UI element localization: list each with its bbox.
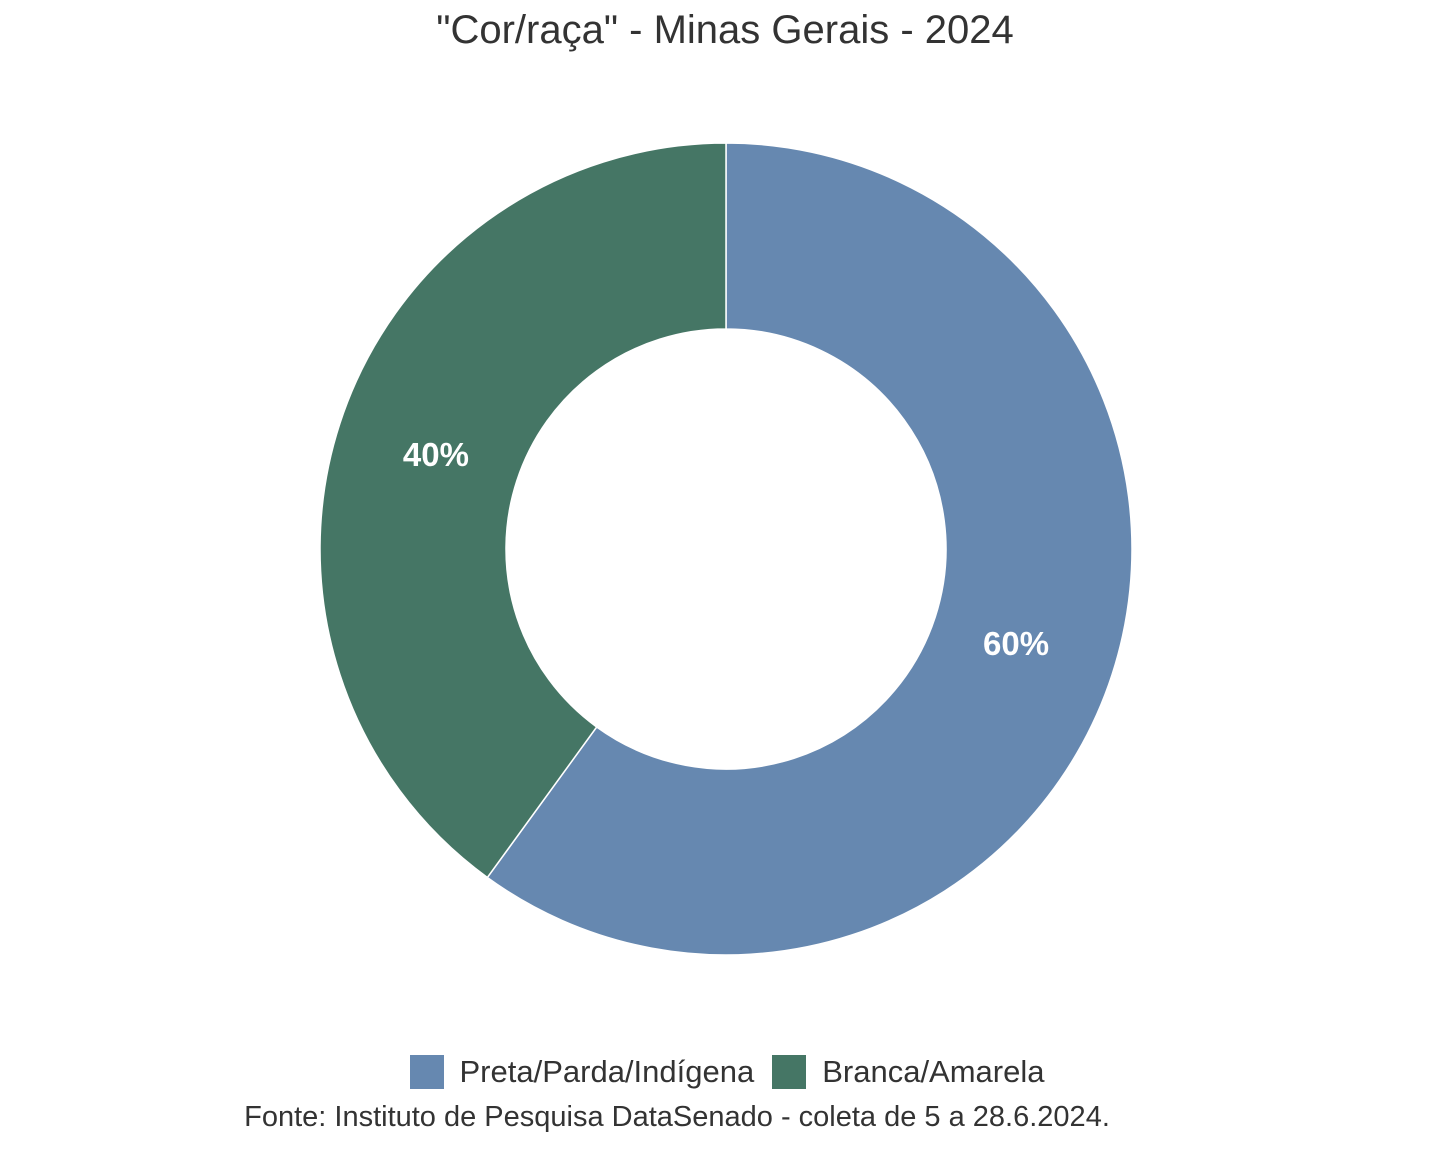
donut-slice-preta-parda-indigena <box>486 142 1133 956</box>
slice-label-branca-amarela: 40% <box>403 436 469 473</box>
legend-swatch-branca-amarela <box>772 1055 807 1089</box>
legend-label-preta-parda-indigena: Preta/Parda/Indígena <box>459 1054 755 1089</box>
legend: Preta/Parda/Indígena Branca/Amarela <box>0 1054 1440 1090</box>
donut-chart: 60% 40% <box>319 142 1133 956</box>
legend-label-branca-amarela: Branca/Amarela <box>822 1054 1045 1089</box>
slice-label-preta-parda-indigena: 60% <box>983 625 1049 662</box>
legend-swatch-preta-parda-indigena <box>409 1055 444 1089</box>
legend-item-preta-parda-indigena: Preta/Parda/Indígena <box>409 1054 755 1090</box>
chart-title: "Cor/raça" - Minas Gerais - 2024 <box>436 8 1014 52</box>
legend-item-branca-amarela: Branca/Amarela <box>772 1054 1045 1090</box>
donut-slice-branca-amarela <box>319 142 727 879</box>
source-note: Fonte: Instituto de Pesquisa DataSenado … <box>244 1101 1110 1133</box>
